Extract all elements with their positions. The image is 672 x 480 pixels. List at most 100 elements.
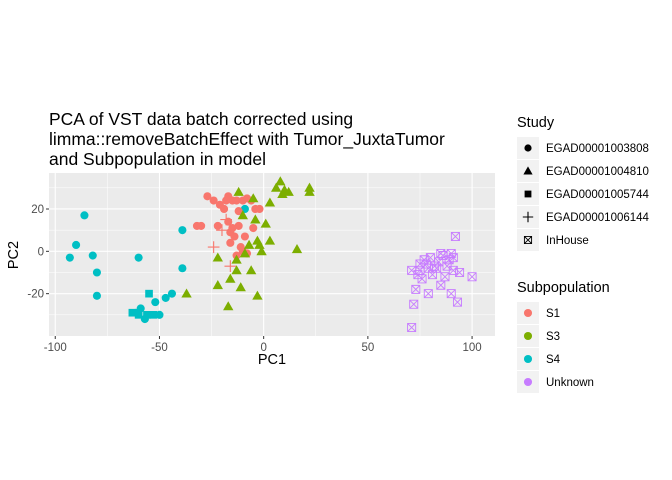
data-point-triangle bbox=[304, 186, 315, 196]
data-point-triangle bbox=[231, 265, 242, 275]
legend-label-subpopulation: Unknown bbox=[546, 377, 594, 389]
data-point-square bbox=[128, 308, 137, 317]
data-point-boxx bbox=[407, 323, 417, 333]
data-point-boxx bbox=[467, 272, 477, 282]
data-point-circle bbox=[213, 221, 222, 230]
legend-key-plus bbox=[522, 211, 534, 223]
data-point-circle bbox=[255, 204, 264, 214]
data-point-plus bbox=[220, 213, 232, 226]
data-point-triangle bbox=[212, 280, 223, 290]
data-point-triangle bbox=[270, 182, 282, 192]
x-axis: -100 -50 0 50 100 bbox=[44, 336, 482, 354]
legend-label-study: EGAD00001005744 bbox=[546, 189, 650, 201]
x-tick-label: 100 bbox=[462, 342, 481, 354]
legend-key-color bbox=[523, 308, 533, 318]
data-point-circle bbox=[134, 253, 143, 262]
legend-label-study: EGAD00001003808 bbox=[546, 143, 649, 155]
data-point-triangle bbox=[248, 193, 259, 203]
data-point-boxx bbox=[452, 297, 462, 307]
legend-study: Study EGAD00001003808 EGAD00001004810 EGAD… bbox=[517, 115, 650, 251]
data-point-triangle bbox=[264, 235, 276, 245]
data-point-boxx bbox=[417, 274, 427, 284]
data-point-boxx bbox=[450, 232, 460, 242]
data-point-circle bbox=[155, 310, 164, 319]
data-point-triangle bbox=[233, 186, 244, 196]
legend-key-square bbox=[524, 190, 532, 198]
data-point-boxx bbox=[440, 272, 450, 282]
data-point-triangle bbox=[239, 248, 251, 258]
data-point-circle bbox=[167, 289, 177, 298]
legend-study-title: Study bbox=[517, 115, 555, 131]
data-point-square bbox=[143, 311, 151, 319]
data-point-boxx bbox=[448, 253, 458, 263]
x-tick-label: 50 bbox=[361, 342, 374, 354]
data-point-circle bbox=[240, 232, 249, 241]
data-point-triangle bbox=[243, 239, 255, 249]
data-point-triangle bbox=[256, 246, 267, 256]
legend-label-study: InHouse bbox=[546, 235, 589, 247]
data-point-boxx bbox=[438, 251, 448, 261]
x-tick-label: 0 bbox=[260, 342, 266, 354]
legend-key-color bbox=[523, 354, 533, 364]
data-point-triangle bbox=[212, 252, 223, 262]
x-tick-label: -100 bbox=[44, 342, 67, 354]
data-point-triangle bbox=[225, 273, 236, 283]
data-point-triangle bbox=[223, 301, 234, 311]
data-point-triangle bbox=[254, 239, 265, 249]
data-point-triangle bbox=[260, 218, 271, 228]
data-point-circle bbox=[65, 253, 74, 262]
data-point-triangle bbox=[283, 186, 294, 196]
data-point-triangle bbox=[275, 176, 286, 186]
chart-title-line-2: limma::removeBatchEffect with Tumor_Juxt… bbox=[49, 129, 445, 150]
data-point-triangle bbox=[252, 290, 263, 300]
y-axis: -20 0 20 bbox=[27, 204, 49, 301]
legend-subpopulation: Subpopulation S1 S3 S4 Unknown bbox=[517, 280, 610, 393]
major-gridlines bbox=[49, 173, 495, 336]
data-point-circle bbox=[234, 207, 243, 216]
data-point-circle bbox=[228, 223, 237, 233]
chart-title-line-1: PCA of VST data batch corrected using bbox=[49, 109, 353, 129]
data-point-triangle bbox=[237, 210, 248, 220]
y-axis-title: PC2 bbox=[6, 241, 22, 269]
data-point-plus bbox=[216, 224, 228, 237]
data-point-triangle bbox=[231, 254, 242, 264]
data-point-circle bbox=[230, 232, 239, 241]
x-axis-title: PC1 bbox=[258, 352, 286, 368]
legend-key-circle bbox=[524, 144, 532, 152]
data-point-circle bbox=[203, 192, 212, 201]
data-point-triangle bbox=[250, 214, 261, 224]
data-point-square bbox=[145, 289, 153, 298]
chart-title-line-3: and Subpopulation in model bbox=[49, 149, 266, 169]
data-point-circle bbox=[178, 226, 187, 235]
legend-key-triangle bbox=[523, 166, 533, 175]
legend-key-color bbox=[523, 377, 533, 387]
legend-label-subpopulation: S4 bbox=[546, 354, 561, 366]
data-point-circle bbox=[234, 221, 243, 230]
chart-title: PCA of VST data batch corrected using li… bbox=[49, 109, 445, 169]
legend-subpopulation-title: Subpopulation bbox=[517, 280, 610, 296]
data-point-boxx bbox=[423, 289, 433, 299]
data-point-triangle bbox=[291, 244, 303, 254]
data-point-square bbox=[149, 311, 158, 319]
plot-panel bbox=[49, 173, 495, 336]
legend-key-boxx bbox=[523, 235, 533, 245]
legend-label-subpopulation: S1 bbox=[546, 308, 560, 320]
data-point-circle bbox=[161, 293, 170, 302]
data-point-circle bbox=[220, 204, 229, 214]
data-point-circle bbox=[178, 264, 187, 273]
data-point-circle bbox=[226, 238, 235, 247]
y-tick-label: -20 bbox=[27, 289, 44, 301]
data-point-circle bbox=[249, 223, 258, 233]
data-point-triangle bbox=[181, 288, 192, 298]
data-point-circle bbox=[88, 251, 97, 260]
y-tick-label: 20 bbox=[31, 204, 44, 216]
data-point-boxx bbox=[409, 299, 419, 309]
legend-label-study: EGAD00001004810 bbox=[546, 166, 649, 178]
data-point-circle bbox=[232, 196, 241, 205]
y-tick-label: 0 bbox=[38, 246, 44, 258]
x-tick-label: -50 bbox=[151, 342, 168, 354]
data-point-circle bbox=[197, 221, 206, 230]
data-point-boxx bbox=[455, 267, 465, 277]
data-point-circle bbox=[92, 268, 101, 277]
